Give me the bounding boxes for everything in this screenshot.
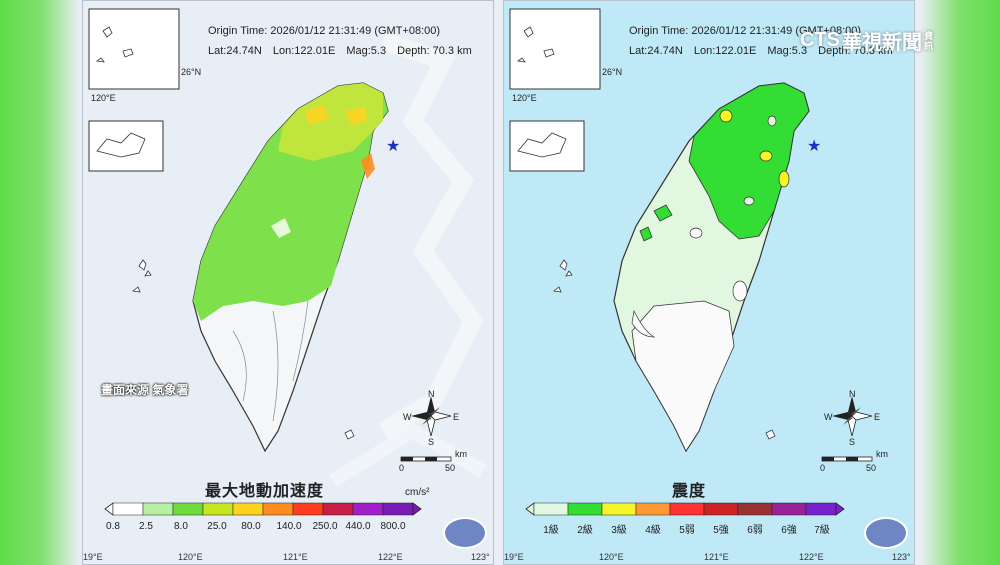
compass-s: S <box>849 437 856 447</box>
inset-map-box <box>88 8 180 90</box>
origin-mag: Mag:5.3 <box>346 45 387 57</box>
origin-info: Origin Time: 2026/01/12 21:31:49 (GMT+08… <box>208 21 480 61</box>
scale-fifty: 50 <box>866 463 877 473</box>
compass-e: E <box>874 412 881 422</box>
watermark-name: 華視新聞 <box>842 32 922 54</box>
compass-rose-icon <box>832 396 873 437</box>
scale-unit: km <box>455 449 467 459</box>
intensity-map-panel: ★ Origin Time: 2026/01/12 21: <box>503 0 915 565</box>
compass-rose-icon <box>411 396 452 437</box>
cts-news-watermark: CTS 華視新聞 資訊 <box>800 26 936 55</box>
pga-tick: 800.0 <box>380 521 406 532</box>
intensity-level: 3級 <box>611 525 627 536</box>
pga-map-panel: ★ Origin Time <box>82 0 494 565</box>
pga-colorbar <box>104 502 422 516</box>
origin-lat: Lat:24.74N <box>629 45 683 57</box>
axis-label: 123° <box>471 552 490 562</box>
compass-w: W <box>403 412 412 422</box>
scale-fifty: 50 <box>445 463 456 473</box>
axis-label: 120°E <box>178 552 203 562</box>
axis-label: 122°E <box>799 552 824 562</box>
origin-lon: Lon:122.01E <box>693 45 757 57</box>
pga-unit: cm/s² <box>405 487 430 498</box>
intensity-level: 7級 <box>814 525 830 536</box>
axis-label: 121°E <box>283 552 308 562</box>
axis-label: 19°E <box>504 552 524 562</box>
pga-tick: 440.0 <box>345 521 371 532</box>
intensity-level: 4級 <box>645 525 661 536</box>
compass-n: N <box>428 389 435 399</box>
pga-tick: 0.8 <box>106 521 120 532</box>
intensity-colorbar <box>525 502 845 516</box>
inset-map-box <box>509 8 601 90</box>
scale-zero: 0 <box>820 463 826 473</box>
axis-label: 120°E <box>599 552 624 562</box>
compass-w: W <box>824 412 833 422</box>
intensity-level: 1級 <box>543 525 559 536</box>
origin-info: Origin Time: 2026/01/12 21:31:49 (GMT+08… <box>629 21 901 61</box>
epicenter-star-icon: ★ <box>386 138 400 155</box>
origin-time: Origin Time: 2026/01/12 21:31:49 (GMT+08… <box>208 25 441 37</box>
origin-time: Origin Time: 2026/01/12 21:31:49 (GMT+08… <box>629 25 862 37</box>
intensity-level: 6弱 <box>747 525 763 536</box>
pga-tick: 80.0 <box>241 521 261 532</box>
intensity-level: 2級 <box>577 525 593 536</box>
inset-lon-label: 120°E <box>512 93 537 103</box>
origin-depth: Depth: 70.3 km <box>397 45 472 57</box>
axis-label: 19°E <box>83 552 103 562</box>
intensity-map: ★ <box>509 8 873 516</box>
origin-lat: Lat:24.74N <box>208 45 262 57</box>
pga-tick: 250.0 <box>312 521 338 532</box>
cwa-logo-icon <box>443 517 487 549</box>
compass-s: S <box>428 437 435 447</box>
pga-tick: 140.0 <box>276 521 302 532</box>
axis-label: 121°E <box>704 552 729 562</box>
source-note: 畫面來源 氣象署 <box>101 383 189 397</box>
axis-label: 123° <box>892 552 911 562</box>
compass-n: N <box>849 389 856 399</box>
watermark-brand: CTS <box>800 29 840 51</box>
scale-unit: km <box>876 449 888 459</box>
epicenter-star-icon: ★ <box>807 138 821 155</box>
intensity-legend-title: 震度 <box>672 483 707 500</box>
axis-label: 122°E <box>378 552 403 562</box>
pga-map: ★ <box>88 8 487 516</box>
inset-lat-label: 26°N <box>602 67 623 77</box>
origin-mag: Mag:5.3 <box>767 45 808 57</box>
pga-tick: 8.0 <box>174 521 188 532</box>
pga-tick: 2.5 <box>139 521 153 532</box>
compass-e: E <box>453 412 460 422</box>
intensity-level: 5強 <box>713 525 729 536</box>
intensity-level: 6強 <box>781 525 797 536</box>
cwa-logo-icon <box>864 517 908 549</box>
watermark-small: 資訊 <box>924 30 934 51</box>
scale-zero: 0 <box>399 463 405 473</box>
origin-depth: Depth: 70.3 km <box>818 45 893 57</box>
pga-legend-title: 最大地動加速度 <box>205 483 325 500</box>
inset-lat-label: 26°N <box>181 67 202 77</box>
intensity-level: 5弱 <box>679 525 695 536</box>
inset-lon-label: 120°E <box>91 93 116 103</box>
origin-lon: Lon:122.01E <box>272 45 336 57</box>
pga-tick: 25.0 <box>207 521 227 532</box>
